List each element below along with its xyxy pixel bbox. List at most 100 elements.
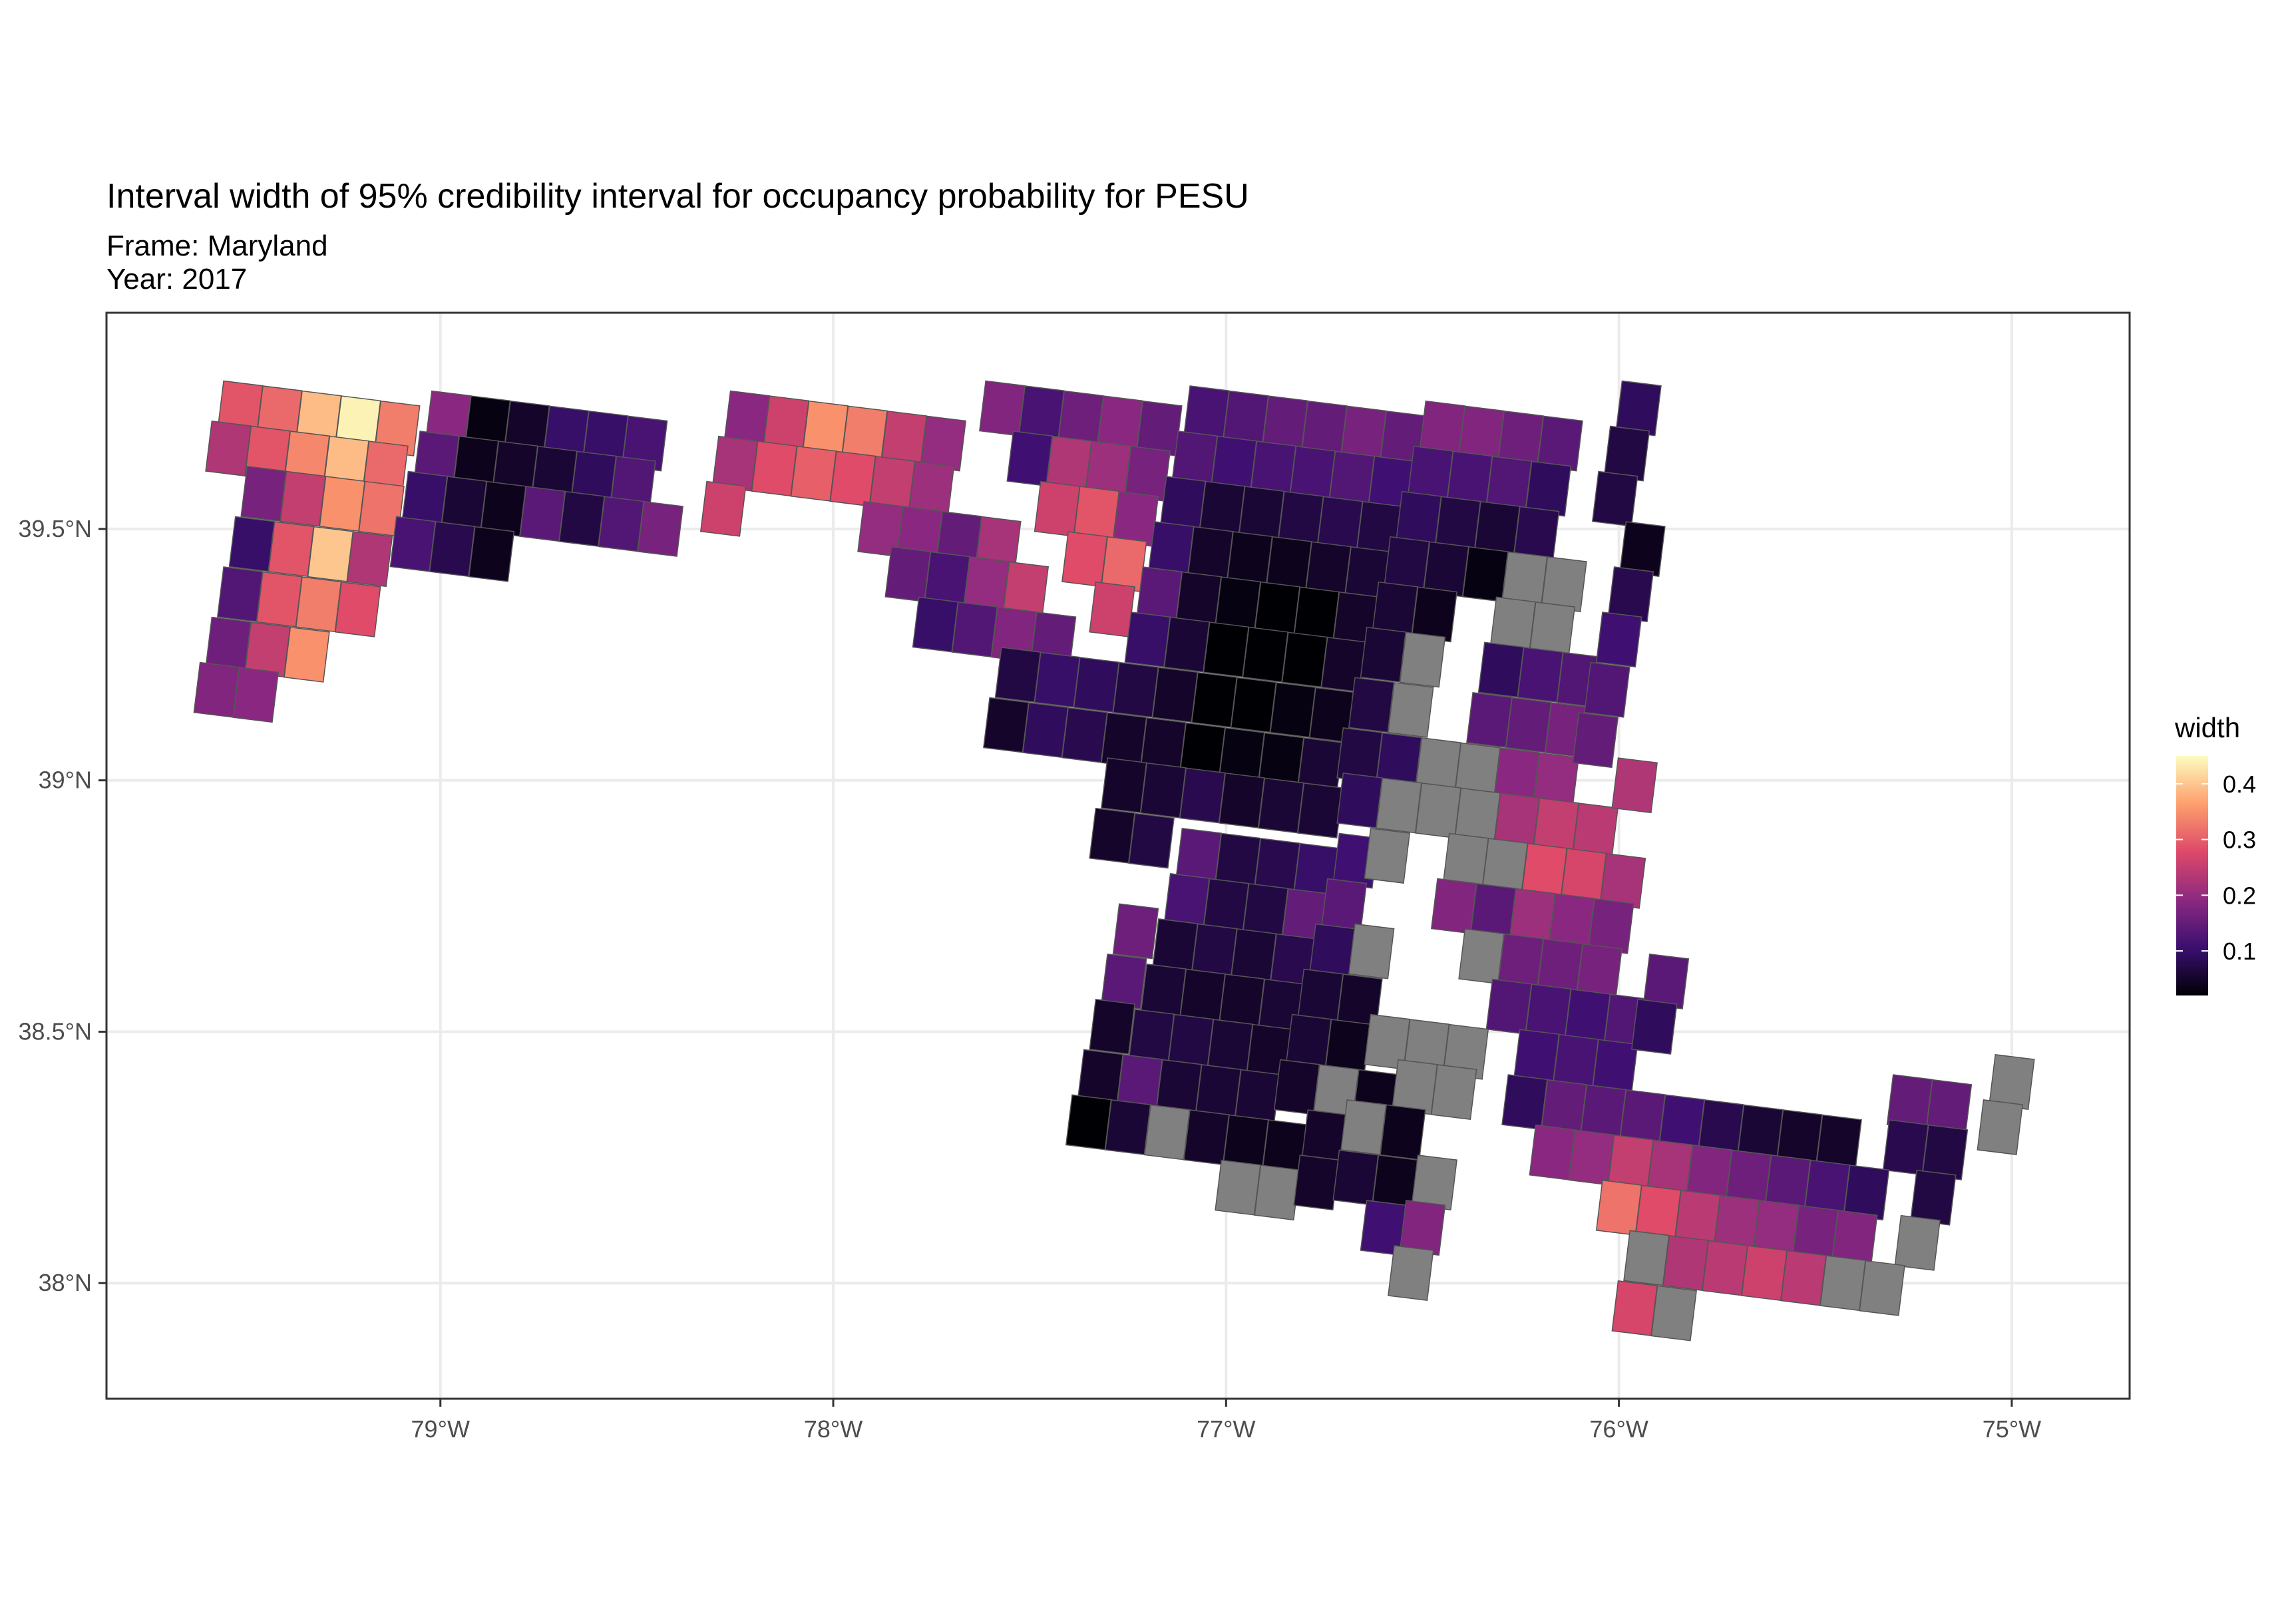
map-cell [205, 421, 252, 476]
map-cell [284, 626, 330, 683]
map-cell [1336, 772, 1383, 828]
map-cell [1089, 807, 1135, 864]
map-cell [1348, 923, 1395, 980]
map-cell [1034, 480, 1081, 537]
map-cell [1894, 1214, 1941, 1271]
map-cell [232, 667, 280, 723]
map-cell [1203, 622, 1250, 678]
map-cell [1269, 681, 1316, 738]
map-cell [829, 450, 876, 507]
map-cell [1819, 1255, 1866, 1312]
map-cell [637, 500, 684, 557]
map-cell [912, 596, 959, 653]
y-tick-label: 39.5°N [19, 515, 92, 542]
panel-border [105, 311, 2131, 1400]
map-cell [1595, 1179, 1642, 1236]
map-cell [1073, 657, 1120, 713]
map-cell [1462, 546, 1509, 602]
map-cell [1065, 1094, 1112, 1151]
map-cell [240, 466, 287, 522]
map-cell [1529, 1124, 1576, 1180]
map-cell [1061, 707, 1108, 763]
map-cell [1977, 1099, 2023, 1155]
chart-subtitle-year: Year: 2017 [106, 263, 248, 295]
map-cell [307, 526, 354, 582]
x-tick-label: 79°W [411, 1415, 470, 1443]
x-tick-label: 76°W [1589, 1415, 1648, 1443]
map-cell [699, 480, 747, 537]
legend-label: 0.2 [2223, 882, 2256, 909]
chart-subtitle-frame: Frame: Maryland [106, 230, 328, 262]
map-cell [1501, 1074, 1548, 1131]
map-cell [1399, 631, 1446, 688]
map-cell [1242, 626, 1289, 683]
map-cell [1089, 581, 1135, 637]
map-cell [1568, 1129, 1615, 1186]
map-cell [994, 647, 1042, 703]
map-cell [295, 576, 342, 633]
map-cell [1112, 661, 1159, 718]
map-cell [268, 521, 315, 578]
map-cell [1584, 661, 1630, 718]
map-cell [1595, 612, 1642, 668]
map-cell [1623, 1230, 1670, 1286]
map-cell [1101, 757, 1147, 814]
map-cell [1191, 671, 1238, 728]
map-cell [1611, 757, 1658, 814]
map-cell [1215, 1159, 1261, 1216]
x-axis: 79°W 78°W 77°W 76°W 75°W [411, 1399, 2041, 1443]
legend: 0.4 0.3 0.2 0.1 [2176, 756, 2256, 995]
map-cell [1388, 681, 1434, 738]
map-cell [1430, 878, 1477, 934]
map-cell [1517, 647, 1564, 703]
map-cell [319, 476, 365, 532]
map-cell [1128, 812, 1175, 869]
map-cell [1882, 1119, 1929, 1176]
map-cell [751, 441, 798, 497]
map-cell [983, 697, 1030, 753]
map-cell [389, 516, 437, 572]
map-cell [979, 380, 1026, 437]
map-cell [1505, 697, 1552, 753]
map-cell [358, 480, 405, 537]
legend-colorbar [2176, 756, 2208, 995]
map-cell [1360, 626, 1407, 683]
map-cell [1611, 1280, 1658, 1336]
map-cell [1104, 1099, 1151, 1155]
legend-title: width [2175, 712, 2241, 743]
map-cell [1183, 1109, 1230, 1166]
map-cell [1332, 1149, 1379, 1206]
map-cell [1254, 1165, 1300, 1221]
y-tick-label: 38.5°N [19, 1017, 92, 1045]
x-tick-label: 77°W [1197, 1415, 1255, 1443]
map-cell [1380, 1104, 1426, 1161]
y-axis: 39.5°N 39°N 38.5°N 38°N [19, 515, 106, 1296]
map-cell [256, 571, 303, 628]
map-cell [1140, 762, 1187, 818]
map-cell [1780, 1250, 1827, 1306]
map-cell [1340, 1099, 1387, 1155]
map-cell [1348, 677, 1395, 733]
map-cell [429, 521, 476, 578]
map-cell [216, 566, 264, 623]
map-cell [1910, 1169, 1957, 1226]
map-cell [346, 531, 393, 588]
map-cell [884, 546, 931, 602]
map-cell [951, 602, 998, 657]
map-cell [1230, 677, 1277, 733]
map-cell [598, 496, 645, 552]
map-cell [1388, 1245, 1434, 1302]
map-cell [1163, 616, 1211, 673]
map-cell [1466, 692, 1513, 748]
map-cell [1458, 928, 1505, 985]
x-tick-label: 75°W [1983, 1415, 2041, 1443]
map-cell [1741, 1245, 1788, 1302]
map-cell [280, 470, 326, 527]
map-cell [1124, 612, 1171, 668]
map-cell [1591, 470, 1638, 527]
map-cell [1144, 1104, 1191, 1161]
map-cell [1219, 772, 1265, 828]
map-cell [1034, 651, 1081, 708]
x-tick-label: 78°W [804, 1415, 862, 1443]
